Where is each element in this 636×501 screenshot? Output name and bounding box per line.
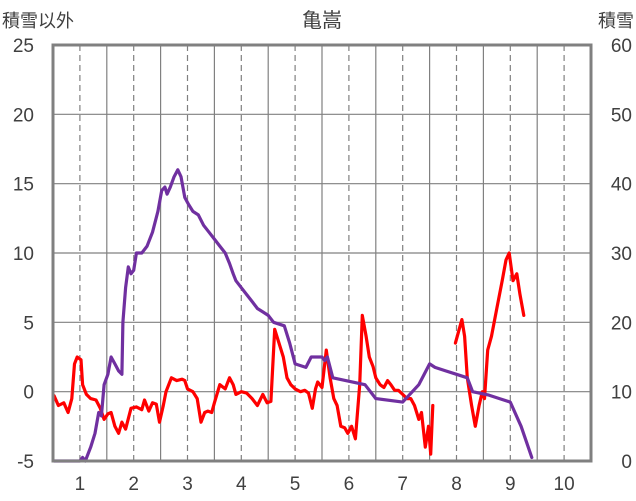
purple-series-line-0 xyxy=(52,168,534,463)
plot-frame xyxy=(51,43,593,463)
right-tick-label: 20 xyxy=(611,313,632,334)
x-tick-label: 2 xyxy=(128,474,139,495)
right-tick-label: 40 xyxy=(611,175,632,196)
right-tick-label: 30 xyxy=(611,244,632,265)
right-tick-label: 50 xyxy=(611,105,632,126)
left-tick-label: -5 xyxy=(17,452,34,473)
chart-title: 亀嵩 xyxy=(302,8,342,32)
left-tick-label: 15 xyxy=(13,175,34,196)
left-tick-label: 20 xyxy=(13,105,34,126)
left-tick-label: 25 xyxy=(13,36,34,57)
x-tick-label: 1 xyxy=(75,474,86,495)
x-tick-label: 4 xyxy=(236,474,247,495)
x-tick-label: 8 xyxy=(451,474,462,495)
right-tick-label: 60 xyxy=(611,36,632,57)
x-tick-label: 9 xyxy=(505,474,516,495)
x-tick-label: 5 xyxy=(290,474,301,495)
x-tick-label: 3 xyxy=(182,474,193,495)
left-axis-label: 積雪以外 xyxy=(2,11,74,32)
right-tick-label: 10 xyxy=(611,383,632,404)
x-tick-label: 10 xyxy=(554,474,575,495)
red-series-line-1 xyxy=(453,251,526,428)
left-tick-label: 0 xyxy=(23,383,34,404)
red-series-line-0 xyxy=(52,313,435,456)
plot-series xyxy=(52,168,534,463)
right-tick-label: 0 xyxy=(621,452,632,473)
left-tick-label: 5 xyxy=(23,313,34,334)
right-axis-label: 積雪 xyxy=(598,11,634,32)
x-tick-label: 6 xyxy=(344,474,355,495)
x-tick-label: 7 xyxy=(397,474,408,495)
grid-lines xyxy=(53,44,591,462)
left-tick-label: 10 xyxy=(13,244,34,265)
